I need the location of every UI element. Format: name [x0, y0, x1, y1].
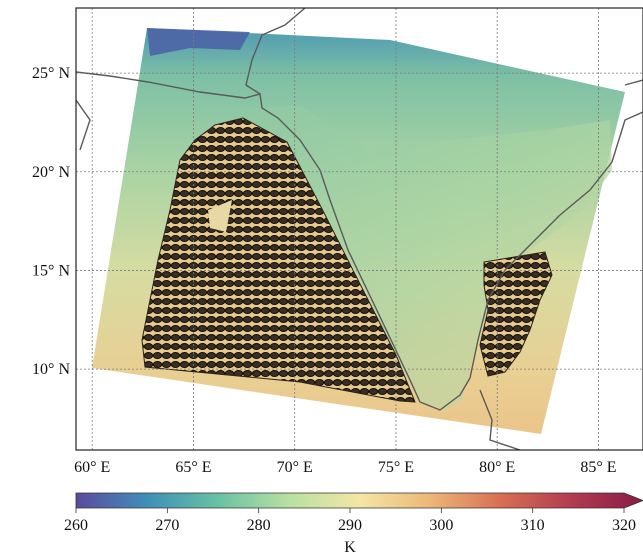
lon-tick-label: 60° E [74, 459, 110, 476]
lon-tick-label: 70° E [277, 459, 313, 476]
colorbar-tick-label: 260 [64, 517, 88, 534]
colorbar-tick-label: 300 [429, 517, 453, 534]
west-edge-coast [76, 99, 91, 151]
lat-tick-label: 10° N [32, 361, 70, 378]
colorbar-tick-label: 310 [521, 517, 545, 534]
east-coastline [469, 111, 643, 379]
indian-landmass [232, 105, 612, 410]
lat-tick-label: 20° N [32, 164, 70, 181]
lat-tick-label: 15° N [32, 262, 70, 279]
cold-patch [147, 28, 250, 56]
northeast-coast [624, 79, 643, 86]
colorbar-bar [75, 492, 643, 509]
sri-lanka-coastline [479, 389, 521, 450]
colorbar-unit-label: K [344, 539, 356, 556]
lon-tick-label: 65° E [175, 459, 211, 476]
lon-tick-label: 85° E [580, 459, 616, 476]
footprint-gap [208, 200, 232, 232]
lon-tick-label: 75° E [378, 459, 414, 476]
pakistan-border [245, 8, 306, 95]
colorbar-tick-label: 290 [338, 517, 362, 534]
lon-tick-label: 80° E [479, 459, 515, 476]
colorbar-tick-label: 320 [612, 517, 636, 534]
colorbar: 260 270 280 290 300 310 320 K [64, 492, 643, 556]
colorbar-tick-label: 280 [247, 517, 271, 534]
lat-tick-label: 25° N [32, 65, 70, 82]
colorbar-tick-label: 270 [155, 517, 179, 534]
map-frame [75, 7, 643, 451]
west-coastline [76, 71, 471, 411]
arabian-sea-footprints [141, 117, 416, 403]
